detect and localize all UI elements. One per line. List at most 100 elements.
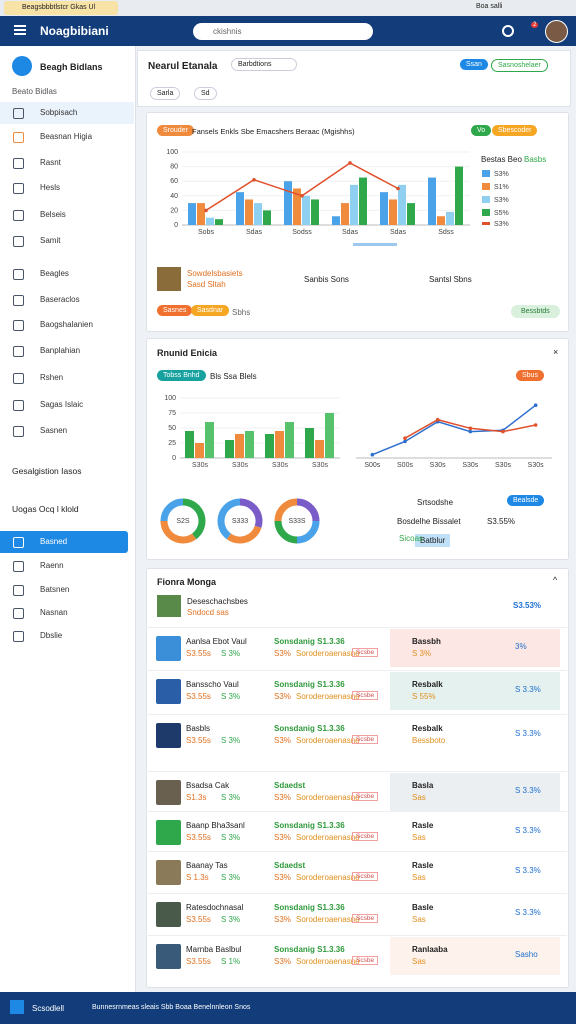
row-metric: Sdaedst <box>274 861 306 870</box>
nav-item[interactable]: Belseis <box>0 204 134 226</box>
legend-value: S3.55% <box>487 517 516 526</box>
link-button[interactable]: Sasnoshelaer <box>491 59 548 72</box>
nav-label: Rshen <box>40 373 64 382</box>
panel-title: Rnunid Enicia <box>157 348 218 358</box>
nav-icon <box>13 295 24 306</box>
row-metric: Sonsdanig S1.3.36 <box>274 724 345 733</box>
toolbar: Nearul Etanala Barbdtions Ssan Sasnoshel… <box>137 50 571 107</box>
nav-label: Basned <box>40 537 68 546</box>
nav-icon <box>13 561 24 572</box>
side-card: Ranlaaba Sas Sasho <box>390 937 560 975</box>
row-change: S 3% <box>221 915 241 924</box>
search-text: ckishnis <box>213 27 242 36</box>
list-row[interactable]: Bansscho Vaul S3.55s S 3% Sonsdanig S1.3.36… <box>146 670 567 713</box>
list-row[interactable]: Ratesdochnasal S3.55s S 3% Sonsdanig S1.3.3… <box>146 893 567 936</box>
toggle[interactable]: Vo <box>471 125 492 136</box>
button[interactable]: Ssan <box>460 59 488 70</box>
panel-title: Fionra Monga <box>157 577 216 587</box>
tag: Srouder <box>157 125 194 136</box>
menu-icon[interactable] <box>14 25 26 27</box>
subtitle: Bls Ssa Blels <box>210 372 257 381</box>
close-icon[interactable]: × <box>553 347 559 357</box>
row-tag: Scsbe <box>352 872 379 881</box>
list-row[interactable]: Bsadsa Cak S1.3s S 3% Sdaedst S3% Soroderoaen… <box>146 771 567 814</box>
nav-item[interactable]: Banplahian <box>0 340 134 362</box>
button[interactable]: Bessbtds <box>511 305 560 318</box>
nav-icon <box>13 585 24 596</box>
chip: Batblur <box>415 534 451 547</box>
search-box[interactable]: Barbdtions <box>231 58 297 71</box>
nav-item[interactable]: Nasnan <box>0 602 134 624</box>
nav-item[interactable]: Raenn <box>0 555 134 577</box>
row-note: Soroderoaenasno <box>296 873 360 882</box>
help-icon[interactable] <box>502 25 514 37</box>
nav-icon <box>13 158 24 169</box>
side-sub: Sas <box>412 873 426 882</box>
nav-item[interactable]: Batsnen <box>0 579 134 601</box>
nav-item[interactable]: Beasnan Higia <box>0 126 134 148</box>
nav-item[interactable]: Sasnen <box>0 420 134 442</box>
nav-icon <box>13 426 24 437</box>
nav-item[interactable]: Sobpisach <box>0 102 134 124</box>
filter[interactable]: Sarla <box>150 87 181 100</box>
avatar[interactable] <box>545 20 568 43</box>
nav-icon <box>13 631 24 642</box>
button[interactable]: Sasdnar <box>191 305 230 316</box>
stat: Santsl Sbns <box>429 275 472 284</box>
nav-item[interactable]: Sagas Islaic <box>0 394 134 416</box>
collapse-icon[interactable]: ^ <box>553 575 558 585</box>
list-row[interactable]: Marnba Baslbul S3.55s S 1% Sonsdanig S1.3.3… <box>146 935 567 978</box>
nav-item[interactable]: Basned <box>0 531 128 553</box>
link[interactable]: Sbhs <box>232 308 251 317</box>
row-change: S 3% <box>221 736 241 745</box>
nav-label: Raenn <box>40 561 64 570</box>
row-price: S3.55s <box>186 692 211 701</box>
app-header: Noagbibiani ckishnis 2 <box>0 16 576 46</box>
thumbnail <box>157 595 181 617</box>
nav-item[interactable]: Rshen <box>0 367 134 389</box>
nav-item[interactable]: Dbslie <box>0 625 134 647</box>
nav-label: Sasnen <box>40 426 68 435</box>
nav-label: Baogshalanien <box>40 320 93 329</box>
nav-icon <box>13 132 24 143</box>
side-sub: Sas <box>412 915 426 924</box>
thumbnail <box>156 636 181 661</box>
nav-item[interactable]: Baseraclos <box>0 289 134 311</box>
button[interactable]: Bealsde <box>507 495 545 506</box>
nav-label: Belseis <box>40 210 66 219</box>
nav-label: Nasnan <box>40 608 68 617</box>
row-title: Baanp Bha3sanl <box>186 821 245 830</box>
thumbnail <box>156 820 181 845</box>
row-metric: Sonsdanig S1.3.36 <box>274 903 345 912</box>
row-tag: Scsbe <box>352 648 379 657</box>
thumbnail <box>156 902 181 927</box>
profile-icon <box>12 56 32 76</box>
side-name: Resbalk <box>412 724 443 733</box>
list-row[interactable]: Aanlsa Ebot Vaul S3.55s S 3% Sonsdanig S1.3… <box>146 627 567 670</box>
legend-text: Sicoas <box>399 534 424 543</box>
button[interactable]: Sasnes <box>157 305 193 316</box>
list-row[interactable]: Basbls S3.55s S 3% Sonsdanig S1.3.36 S3% Soro… <box>146 714 567 757</box>
nav-icon <box>13 183 24 194</box>
row-pct: S3% <box>274 915 291 924</box>
filter[interactable]: Sd <box>194 87 217 100</box>
row-change: S 3% <box>221 649 241 658</box>
side-sub: S 3% <box>412 649 432 658</box>
group-title: Gesalgistion Iasos <box>12 466 82 476</box>
nav-item[interactable]: Baogshalanien <box>0 314 134 336</box>
list-row[interactable]: Baanay Tas S 1.3s S 3% Sdaedst S3% Soroderoae… <box>146 851 567 894</box>
row-pct: S3% <box>274 692 291 701</box>
nav-item[interactable]: Hesls <box>0 177 134 199</box>
app-icon[interactable] <box>10 1000 24 1014</box>
list-row[interactable]: Baanp Bha3sanl S3.55s S 3% Sonsdanig S1.3.3… <box>146 811 567 854</box>
tab[interactable]: Beagsbbbtlstcr Gkas Ul <box>4 1 118 15</box>
nav-item[interactable]: Rasnt <box>0 152 134 174</box>
nav-item[interactable]: Samit <box>0 230 134 252</box>
search-box[interactable]: ckishnis <box>193 23 373 40</box>
stat-title: Sowdelsbasiets <box>187 269 243 278</box>
nav-icon <box>13 537 24 548</box>
nav-item[interactable]: Beagles <box>0 263 134 285</box>
side-name: Bassbh <box>412 637 441 646</box>
side-value: S 3.3% <box>515 908 541 917</box>
legend-text: Bosdelhe Bissalet <box>397 517 461 526</box>
